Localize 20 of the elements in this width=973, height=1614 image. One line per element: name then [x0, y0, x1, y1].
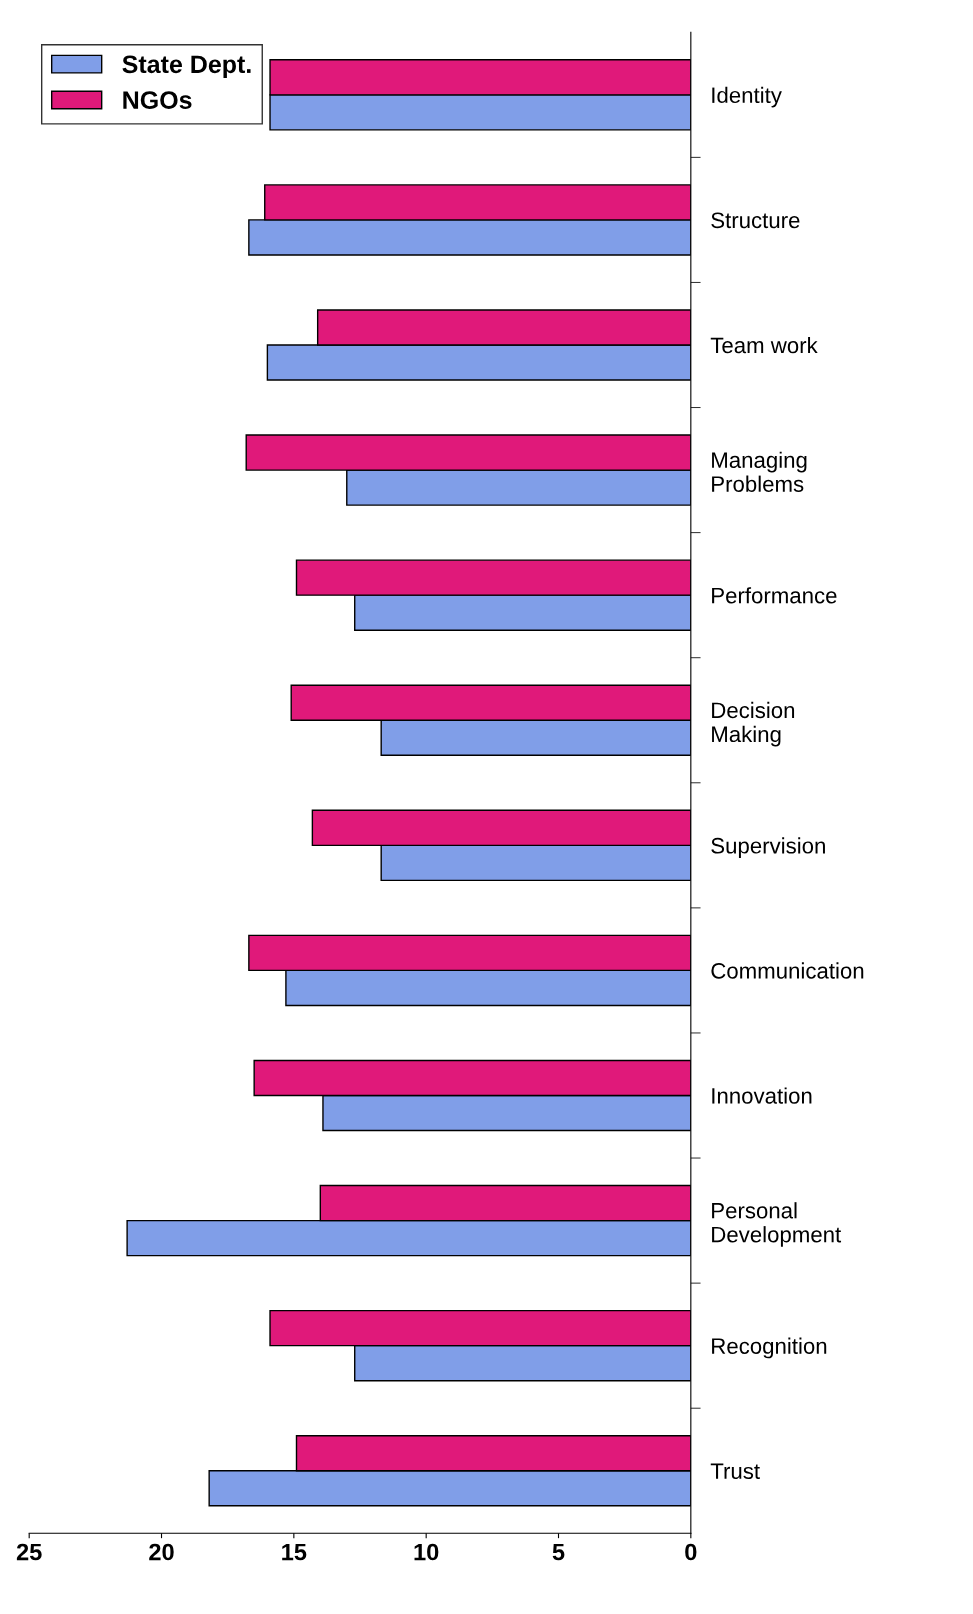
y-tick-label: Supervision [711, 837, 825, 858]
y-tick-label: Trust [710, 1463, 760, 1480]
y-tick-label: Recognition [712, 1337, 827, 1359]
x-tick-label: 15 [282, 1543, 307, 1561]
y-tick-label: Identity [712, 86, 782, 108]
legend-label: State Dept. [122, 55, 251, 79]
y-tick-label: Personal Development [712, 1202, 842, 1247]
x-tick-label: 20 [149, 1543, 174, 1561]
y-tick-label: Performance [712, 587, 837, 604]
x-tick-label: 25 [16, 1543, 42, 1561]
y-tick-label: Managing Problems [712, 451, 807, 492]
y-tick-label: Innovation [712, 1087, 812, 1104]
x-tick-label: 10 [414, 1543, 439, 1561]
legend-label: NGOs [123, 91, 192, 109]
y-tick-label: Team work [710, 336, 818, 354]
y-tick-label: Decision Making [712, 701, 795, 747]
y-tick-label: Structure [711, 212, 800, 229]
y-tick-label: Communication [711, 962, 864, 979]
x-tick-label: 5 [552, 1543, 565, 1561]
x-tick-label: 0 [685, 1543, 697, 1561]
